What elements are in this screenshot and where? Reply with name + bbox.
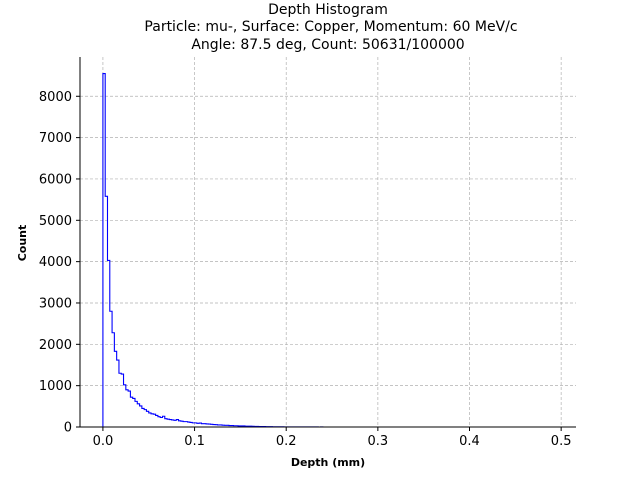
y-tick-label: 6000 [39, 172, 72, 187]
chart-title-line-1: Depth Histogram [268, 2, 388, 18]
histogram-step-line [102, 72, 562, 428]
axes [79, 57, 576, 428]
y-tick-label: 3000 [39, 296, 72, 311]
x-tick-label: 0.5 [551, 434, 572, 449]
x-axis-label: Depth (mm) [291, 456, 365, 469]
x-tick-label: 0.3 [368, 434, 389, 449]
y-tick-label: 2000 [39, 338, 72, 353]
x-axis-ticks: 0.0 0.1 0.2 0.3 0.4 0.5 [93, 427, 572, 449]
y-tick-label: 0 [64, 421, 72, 436]
y-tick-label: 1000 [39, 379, 72, 394]
x-tick-label: 0.0 [93, 434, 114, 449]
x-tick-label: 0.2 [276, 434, 297, 449]
y-tick-label: 4000 [39, 255, 72, 270]
x-tick-label: 0.4 [459, 434, 480, 449]
y-tick-label: 8000 [39, 90, 72, 105]
y-axis-ticks: 0 1000 2000 3000 4000 5000 6000 7000 8000 [39, 90, 80, 436]
y-tick-label: 5000 [39, 214, 72, 229]
x-tick-label: 0.1 [184, 434, 205, 449]
plot-area [102, 72, 562, 428]
chart-title: Depth Histogram Particle: mu-, Surface: … [144, 2, 517, 53]
chart-title-line-3: Angle: 87.5 deg, Count: 50631/100000 [191, 37, 464, 53]
y-axis-label: Count [16, 225, 29, 262]
y-tick-label: 7000 [39, 131, 72, 146]
grid [80, 57, 576, 428]
chart-title-line-2: Particle: mu-, Surface: Copper, Momentum… [144, 19, 517, 35]
